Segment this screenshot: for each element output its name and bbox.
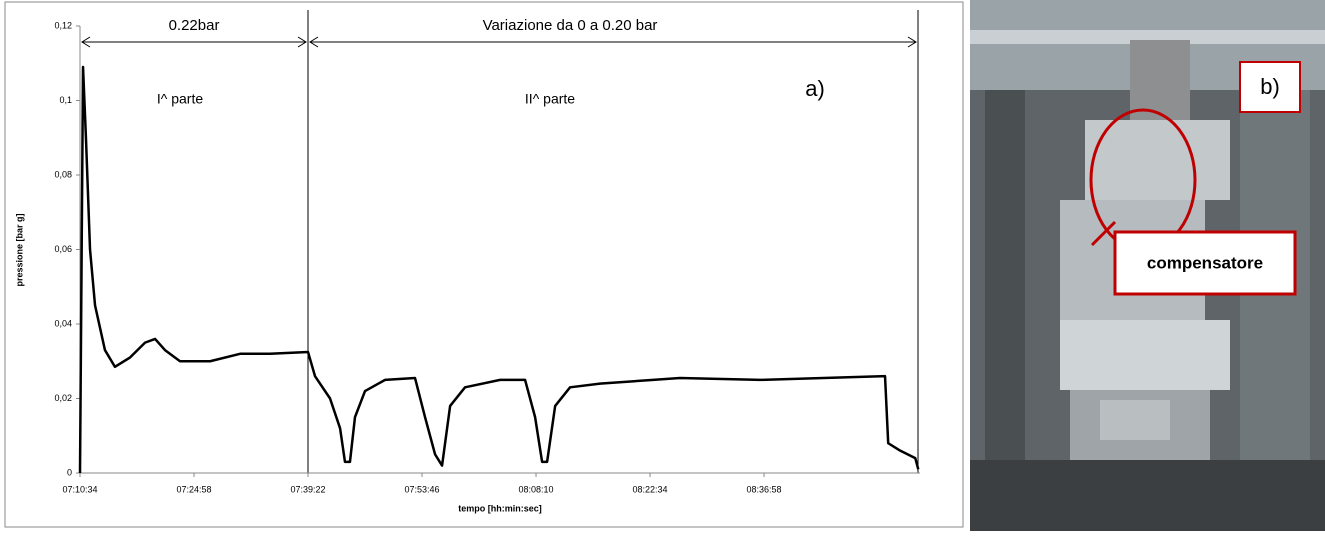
y-tick-label: 0,08 [54,169,72,179]
x-tick-label: 08:22:34 [633,484,668,494]
data-line [78,65,920,474]
callout-label: compensatore [1147,253,1263,272]
x-tick-label: 08:36:58 [747,484,782,494]
x-axis-label: tempo [hh:min:sec] [458,503,542,513]
photo: compensatore b) [970,0,1325,531]
y-tick-label: 0,06 [54,244,72,254]
x-tick-label: 07:24:58 [176,484,211,494]
y-tick-label: 0,12 [54,20,72,30]
annotation: a) [805,76,825,101]
y-tick-label: 0,1 [59,95,72,105]
x-tick-label: 07:53:46 [404,484,439,494]
panel-label: b) [1260,74,1280,99]
x-tick-label: 08:08:10 [518,484,553,494]
y-tick-label: 0,02 [54,393,72,403]
y-tick-label: 0 [67,467,72,477]
x-tick-label: 07:10:34 [62,484,97,494]
annotation: I^ parte [157,91,203,107]
annotation: II^ parte [525,91,575,107]
range-arrows [81,36,917,48]
annotation: 0.22bar [169,17,220,34]
chart-frame [4,1,964,528]
y-tick-label: 0,04 [54,318,72,328]
annotation: Variazione da 0 a 0.20 bar [483,17,658,34]
x-tick-label: 07:39:22 [290,484,325,494]
y-axis-label: pressione [bar g] [14,213,24,286]
